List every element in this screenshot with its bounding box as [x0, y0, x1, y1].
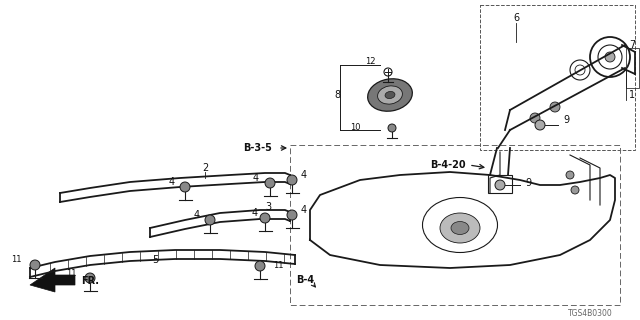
Circle shape	[535, 120, 545, 130]
Text: 11: 11	[273, 261, 284, 270]
Circle shape	[571, 186, 579, 194]
Circle shape	[495, 180, 505, 190]
Text: B-3-5: B-3-5	[244, 143, 273, 153]
Circle shape	[30, 260, 40, 270]
Circle shape	[550, 102, 560, 112]
Ellipse shape	[385, 92, 395, 99]
Circle shape	[255, 261, 265, 271]
Text: 4: 4	[301, 170, 307, 180]
Text: 4: 4	[253, 173, 259, 183]
Text: 3: 3	[265, 202, 271, 212]
Ellipse shape	[440, 213, 480, 243]
Circle shape	[605, 52, 615, 62]
Text: 10: 10	[349, 124, 360, 132]
Bar	[480, 5, 635, 150]
Circle shape	[205, 215, 215, 225]
Ellipse shape	[367, 79, 412, 111]
Text: 11: 11	[67, 269, 77, 278]
Text: 8: 8	[334, 90, 340, 100]
Circle shape	[265, 178, 275, 188]
Ellipse shape	[378, 86, 403, 104]
Text: 12: 12	[365, 58, 375, 67]
Circle shape	[85, 273, 95, 283]
Text: 5: 5	[152, 255, 158, 265]
Circle shape	[530, 113, 540, 123]
Text: 9: 9	[563, 115, 569, 125]
Text: 1: 1	[629, 90, 635, 100]
Text: 2: 2	[202, 163, 208, 173]
Text: 6: 6	[513, 13, 519, 23]
Bar	[290, 145, 620, 305]
Text: TGS4B0300: TGS4B0300	[568, 308, 612, 317]
Circle shape	[566, 171, 574, 179]
Text: 4: 4	[301, 205, 307, 215]
Text: 7: 7	[629, 40, 635, 50]
Circle shape	[260, 213, 270, 223]
Text: FR.: FR.	[81, 276, 99, 286]
Circle shape	[388, 124, 396, 132]
Text: 4: 4	[252, 208, 258, 218]
Ellipse shape	[451, 221, 469, 235]
Text: B-4: B-4	[296, 275, 314, 285]
Bar	[626, 48, 639, 88]
Text: 9: 9	[525, 178, 531, 188]
Text: 11: 11	[12, 255, 22, 265]
Circle shape	[287, 175, 297, 185]
Text: 4: 4	[194, 210, 200, 220]
Circle shape	[287, 210, 297, 220]
Bar	[488, 175, 512, 193]
Text: 4: 4	[169, 177, 175, 187]
Text: B-4-20: B-4-20	[430, 160, 466, 170]
Circle shape	[180, 182, 190, 192]
Polygon shape	[30, 268, 75, 292]
